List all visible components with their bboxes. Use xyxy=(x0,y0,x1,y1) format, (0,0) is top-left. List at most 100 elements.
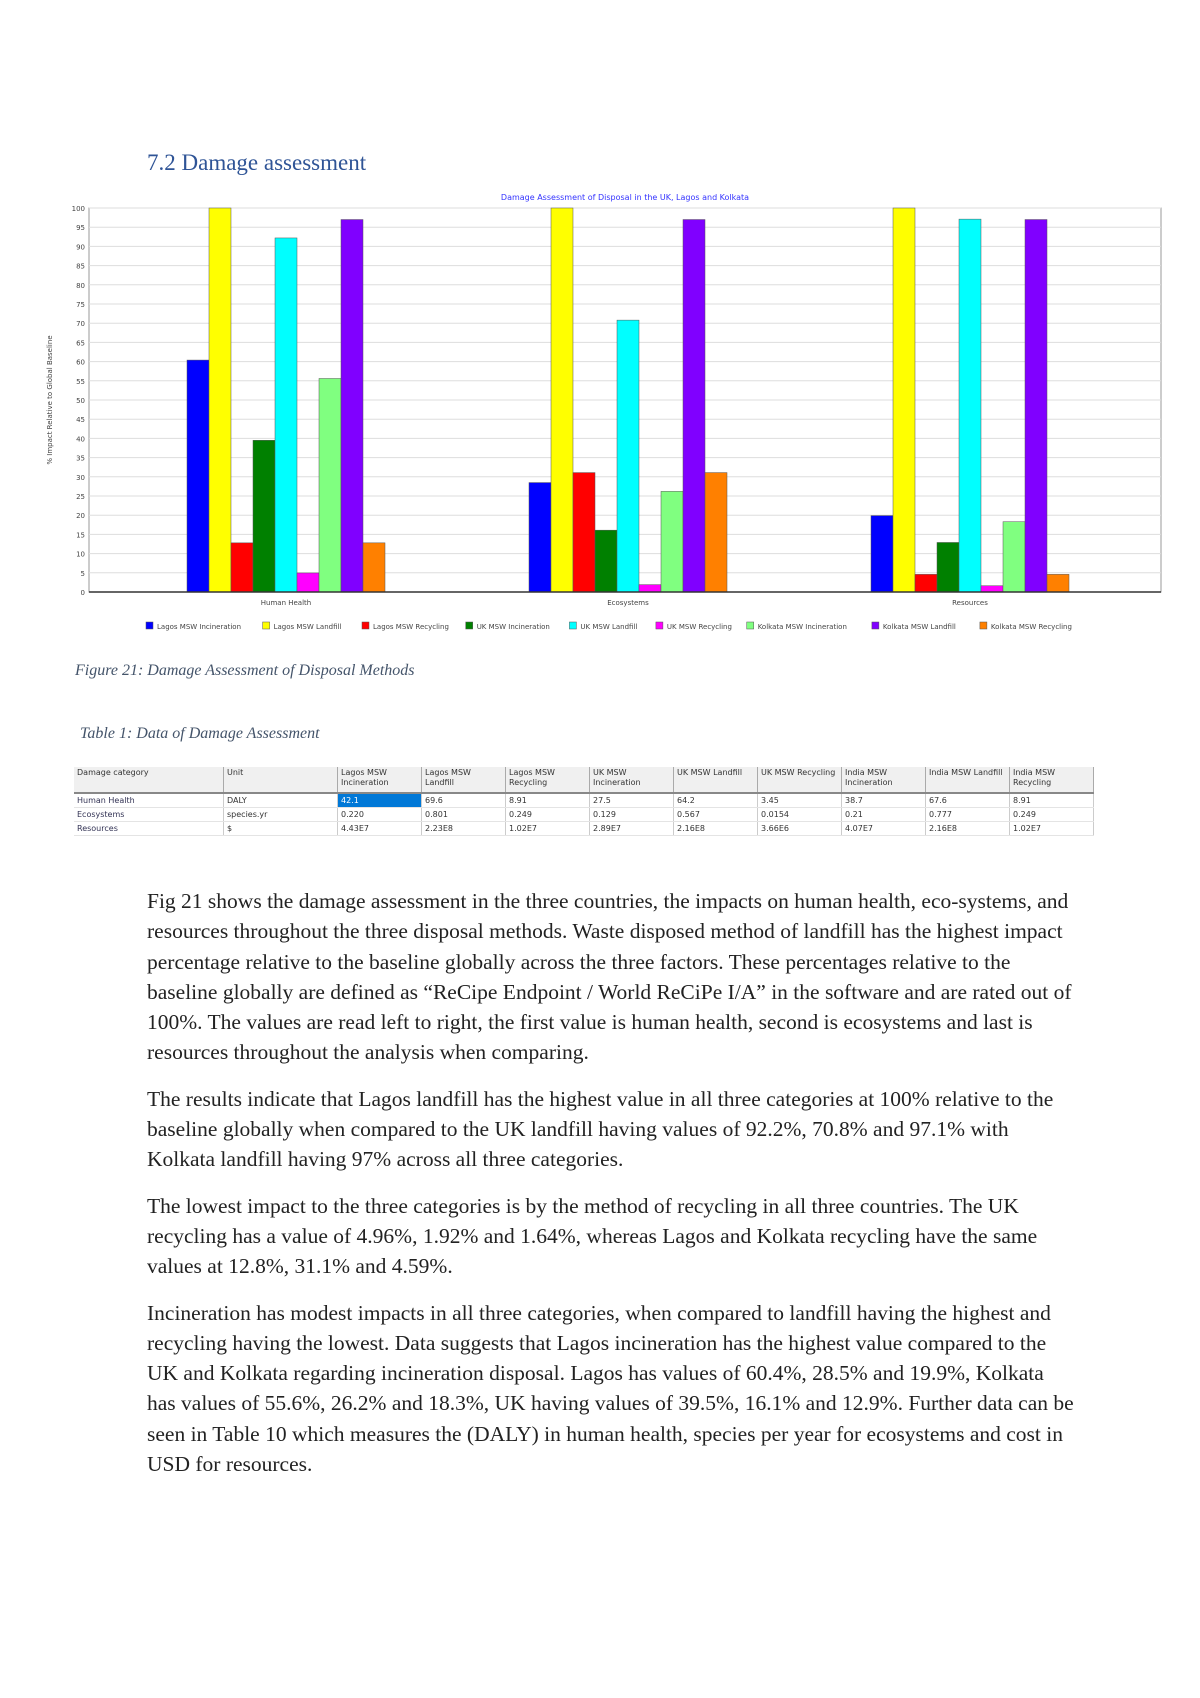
table-row[interactable]: Ecosystems species.yr 0.220 0.801 0.249 0.129… xyxy=(74,807,1094,822)
table-row[interactable]: Resources $4.43E7 2.23E8 1.02E7 2.89E7 2.16E8… xyxy=(74,821,1094,836)
bar xyxy=(892,207,916,593)
y-tick-label: 45 xyxy=(76,416,85,424)
table-cell[interactable]: 3.45 xyxy=(757,793,842,808)
y-axis-label: % Impact Relative to Global Baseline xyxy=(46,335,54,464)
table-cell[interactable]: 0.801 xyxy=(421,807,506,822)
legend-label: Kolkata MSW Landfill xyxy=(883,623,956,631)
column-header[interactable]: India MSW Recycling xyxy=(1009,767,1094,794)
legend-swatch xyxy=(145,621,154,630)
category-label: Ecosystems xyxy=(607,599,649,607)
bar xyxy=(660,491,684,593)
bar xyxy=(594,529,618,593)
table-cell[interactable]: 2.89E7 xyxy=(589,821,674,836)
table-cell[interactable]: 69.6 xyxy=(421,793,506,808)
table-cell[interactable]: 2.16E8 xyxy=(925,821,1010,836)
table-cell[interactable]: 2.16E8 xyxy=(673,821,758,836)
table-cell[interactable]: 4.43E7 xyxy=(337,821,422,836)
table-cell[interactable]: 1.02E7 xyxy=(1009,821,1094,836)
table-cell[interactable]: 0.21 xyxy=(841,807,926,822)
y-tick-label: 90 xyxy=(76,243,85,251)
column-header[interactable]: UK MSW Incineration xyxy=(589,767,674,794)
y-tick-label: 70 xyxy=(76,320,85,328)
bar xyxy=(274,237,298,593)
y-tick-label: 25 xyxy=(76,493,85,501)
column-header[interactable]: Unit xyxy=(223,767,338,794)
column-header[interactable]: UK MSW Recycling xyxy=(757,767,842,794)
table-cell[interactable]: 0.0154 xyxy=(757,807,842,822)
y-tick-label: 55 xyxy=(76,378,85,386)
column-header[interactable]: Lagos MSW Recycling xyxy=(505,767,590,794)
table-cell[interactable]: 8.91 xyxy=(505,793,590,808)
bar xyxy=(550,207,574,593)
bar xyxy=(704,472,728,593)
legend-label: UK MSW Landfill xyxy=(580,623,637,631)
column-header[interactable]: Damage category xyxy=(74,767,224,794)
legend-swatch xyxy=(361,621,370,630)
table-cell[interactable]: 0.777 xyxy=(925,807,1010,822)
table-cell[interactable]: 1.02E7 xyxy=(505,821,590,836)
table-cell[interactable]: 0.249 xyxy=(505,807,590,822)
paragraph: Incineration has modest impacts in all t… xyxy=(147,1300,1074,1477)
bar xyxy=(252,440,276,593)
column-header[interactable]: India MSW Landfill xyxy=(925,767,1010,794)
column-header[interactable]: India MSW Incineration xyxy=(841,767,926,794)
bar xyxy=(230,542,254,593)
y-tick-label: 10 xyxy=(76,551,85,559)
table-cell[interactable]: 0.129 xyxy=(589,807,674,822)
y-tick-label: 65 xyxy=(76,339,85,347)
table-cell[interactable]: 0.249 xyxy=(1009,807,1094,822)
y-tick-label: 40 xyxy=(76,435,85,443)
legend-swatch xyxy=(746,621,754,630)
bar xyxy=(362,542,386,593)
table-cell[interactable]: 0.220 xyxy=(337,807,422,822)
y-tick-label: 100 xyxy=(72,205,85,213)
table-cell[interactable]: 4.07E7 xyxy=(841,821,926,836)
table-cell[interactable]: 27.5 xyxy=(589,793,674,808)
y-tick-label: 50 xyxy=(76,397,85,405)
legend-label: Lagos MSW Landfill xyxy=(274,623,342,631)
table-cell[interactable]: 3.66E6 xyxy=(757,821,842,836)
legend-swatch xyxy=(655,621,664,630)
table-cell[interactable]: 0.567 xyxy=(673,807,758,822)
bar xyxy=(980,585,1004,593)
table-cell[interactable]: DALY xyxy=(223,793,338,808)
table-cell[interactable]: 8.91 xyxy=(1009,793,1094,808)
chart-title: Damage Assessment of Disposal in the UK,… xyxy=(501,193,749,202)
legend-label: Lagos MSW Recycling xyxy=(373,623,449,631)
paragraph: The results indicate that Lagos landfill… xyxy=(147,1086,1054,1172)
bar xyxy=(208,207,232,593)
bar xyxy=(682,219,706,593)
table-cell[interactable]: 42.1 xyxy=(337,793,422,808)
bar xyxy=(914,574,938,593)
legend-label: UK MSW Recycling xyxy=(667,623,732,631)
bar xyxy=(616,319,640,593)
y-tick-label: 75 xyxy=(76,301,85,309)
bar xyxy=(936,542,960,593)
table-row[interactable]: Human Health DALY 42.1 69.6 8.91 27.5 64.2 3.45… xyxy=(74,793,1094,808)
damage-table: Damage category Unit Lagos MSW Incineratio… xyxy=(74,767,1094,836)
y-tick-label: 5 xyxy=(81,570,85,578)
table-cell[interactable]: Human Health xyxy=(74,793,224,808)
legend-swatch xyxy=(569,621,577,630)
table-cell[interactable]: 64.2 xyxy=(673,793,758,808)
bar xyxy=(1046,574,1070,593)
table-cell[interactable]: Ecosystems xyxy=(74,807,224,822)
column-header[interactable]: Lagos MSW Landfill xyxy=(421,767,506,794)
bar xyxy=(296,572,320,593)
table-cell[interactable]: 38.7 xyxy=(841,793,926,808)
category-label: Resources xyxy=(952,599,988,607)
column-header[interactable]: UK MSW Landfill xyxy=(673,767,758,794)
bar xyxy=(186,359,210,593)
table-cell[interactable]: 67.6 xyxy=(925,793,1010,808)
legend-swatch xyxy=(871,621,880,630)
bar xyxy=(1002,521,1026,593)
table-cell[interactable]: 2.23E8 xyxy=(421,821,506,836)
table-cell[interactable]: Resources xyxy=(74,821,224,836)
y-tick-label: 30 xyxy=(76,474,85,482)
table-cell[interactable]: $ xyxy=(223,821,338,836)
y-tick-label: 85 xyxy=(76,263,85,271)
table-cell[interactable]: species.yr xyxy=(223,807,338,822)
bar xyxy=(1024,219,1048,593)
column-header[interactable]: Lagos MSW Incineration xyxy=(337,767,422,794)
